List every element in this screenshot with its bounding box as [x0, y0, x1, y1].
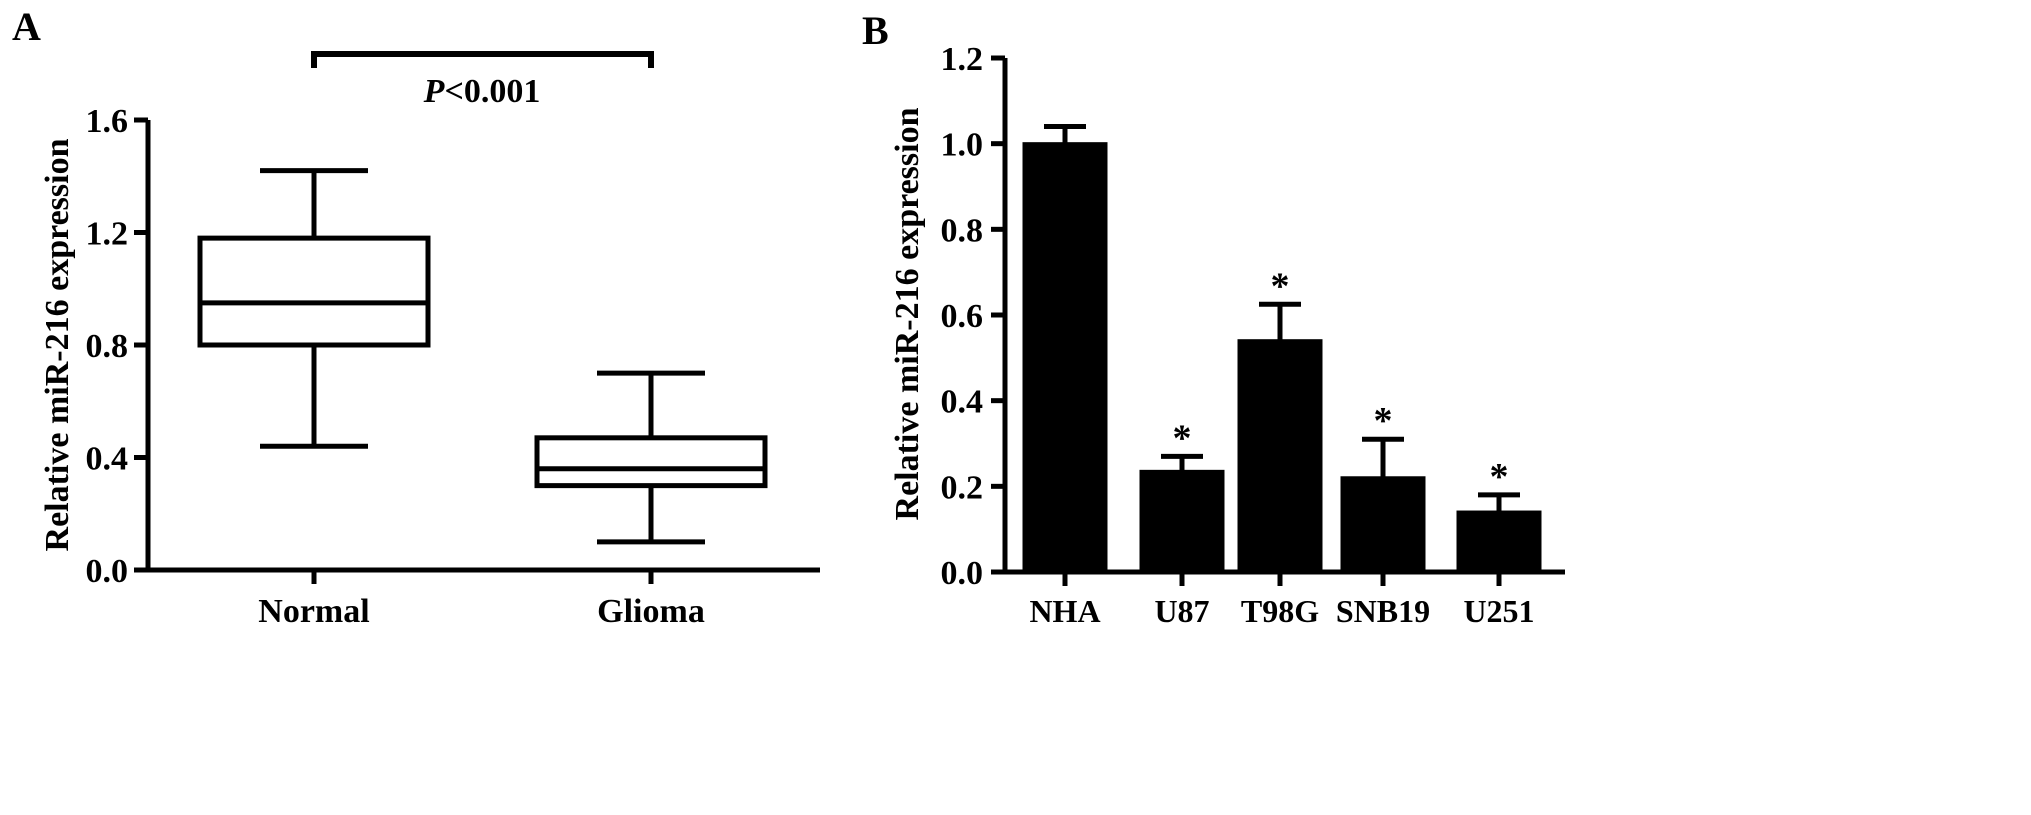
y-ticks-a: 0.0 0.4 0.8 1.2 1.6: [86, 103, 820, 590]
p-value-annotation: P<0.001: [423, 73, 541, 110]
y-tick-label: 0.0: [941, 555, 984, 592]
panel-label-a: A: [12, 4, 41, 49]
boxes-a: [197, 168, 768, 545]
significance-bracket: [311, 51, 654, 68]
bar: [1022, 142, 1108, 574]
y-tick-label: 1.6: [86, 103, 129, 140]
x-tick-label: Glioma: [597, 593, 705, 630]
x-tick-labels-b: NHA U87 T98G SNB19 U251: [1029, 593, 1534, 629]
x-tick-label: Normal: [258, 593, 369, 630]
y-tick-label: 0.6: [941, 298, 984, 335]
panel-label-b: B: [862, 8, 889, 53]
bar: [1456, 510, 1542, 574]
x-tick-label: U251: [1463, 593, 1534, 629]
significance-marker: *: [1173, 417, 1192, 459]
box-iqr: [197, 235, 431, 348]
y-tick-label: 0.2: [941, 469, 984, 506]
significance-marker: *: [1374, 400, 1393, 442]
bar: [1139, 469, 1225, 574]
bar: [1340, 476, 1426, 574]
panel-b: B Relative miR-216 expression 0.0 0.2 0.4 0…: [862, 8, 1565, 629]
y-tick-label: 0.8: [941, 212, 984, 249]
y-tick-label: 0.8: [86, 328, 129, 365]
x-tick-label: T98G: [1241, 593, 1319, 629]
y-tick-label: 1.0: [941, 127, 984, 164]
x-tick-label: SNB19: [1336, 593, 1430, 629]
y-axis-label-b: Relative miR-216 expression: [889, 107, 926, 520]
p-value-text: <0.001: [444, 73, 540, 110]
y-axis-label-a: Relative miR-216 expression: [39, 138, 76, 551]
significance-marker: *: [1271, 265, 1290, 307]
y-tick-label: 1.2: [941, 41, 984, 78]
y-tick-label: 0.4: [941, 384, 984, 421]
x-tick-label: NHA: [1029, 593, 1100, 629]
bars-b: * * * *: [1022, 124, 1542, 574]
y-tick-label: 1.2: [86, 216, 129, 253]
panel-a: A Relative miR-216 expression 0.0 0.4 0.8 1…: [12, 4, 820, 630]
bar: [1237, 339, 1323, 574]
y-tick-label: 0.4: [86, 441, 129, 478]
y-tick-label: 0.0: [86, 553, 129, 590]
x-tick-label: U87: [1154, 593, 1209, 629]
significance-marker: *: [1490, 456, 1509, 498]
box-iqr: [534, 435, 768, 489]
p-value-letter: P: [423, 73, 445, 110]
x-tick-labels-a: Normal Glioma: [258, 593, 705, 630]
